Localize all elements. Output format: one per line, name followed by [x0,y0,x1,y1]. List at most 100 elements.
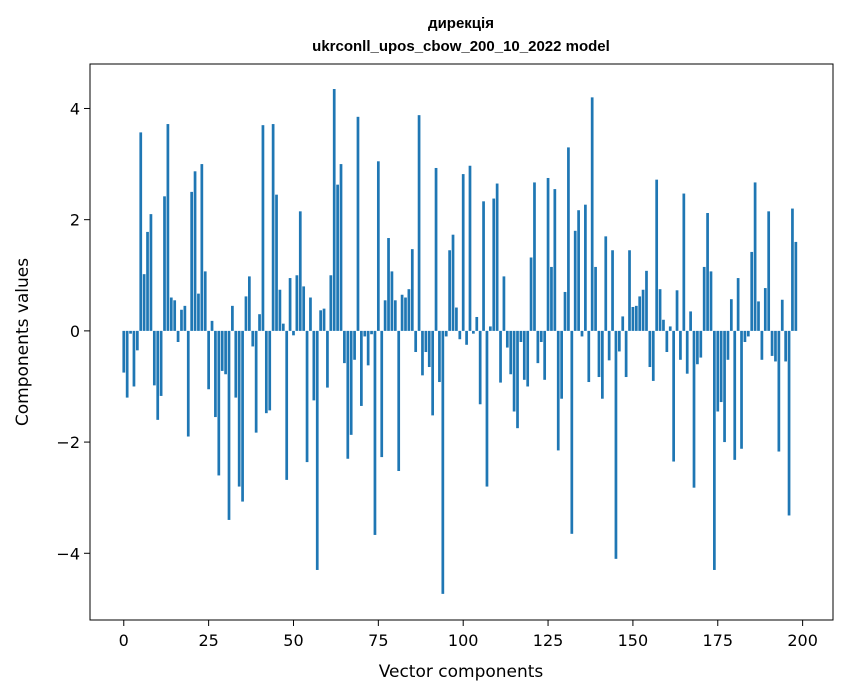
bar [628,250,631,331]
chart-title-line2: ukrconll_upos_cbow_200_10_2022 model [312,38,610,55]
bar [278,289,282,331]
bar [343,330,346,364]
bar [573,230,577,331]
bar [407,289,411,331]
x-tick-label: 175 [702,631,733,650]
bar [197,293,200,331]
bar [601,330,604,399]
bar [706,213,709,331]
bar [203,271,207,331]
x-tick-label: 75 [368,631,388,650]
bar [190,191,194,331]
bar [475,316,479,331]
bar [570,330,574,534]
bar [264,330,268,414]
plot-frame [89,63,834,621]
bar [376,161,380,331]
bar [604,236,608,331]
bar [224,330,227,375]
bar [672,330,675,462]
bar [448,250,451,331]
bar [505,330,509,348]
bar [366,330,370,366]
y-tick-label: −4 [56,544,80,563]
bar [743,330,747,342]
bar [451,234,455,331]
bar [597,330,601,378]
bar [746,330,750,337]
bar [444,330,448,337]
bar [733,330,737,460]
bar [227,330,231,520]
bar [346,330,350,459]
chart-title-line1: дирекція [428,15,494,32]
bar [529,257,533,331]
bar [726,330,730,360]
bar [567,147,570,331]
bar [139,132,143,331]
y-tick-label: 4 [70,99,80,118]
bar [587,330,591,383]
bar [780,299,784,331]
bar [292,330,295,336]
bar [231,305,234,331]
bar [295,275,299,331]
bar [482,201,485,331]
bar [696,330,699,365]
bar [662,319,665,331]
bar [614,330,618,559]
bar [424,330,428,353]
bar [159,330,163,396]
bar [186,330,190,437]
bar [784,330,788,362]
bar [142,274,146,331]
bar [536,330,540,364]
bar [774,330,777,362]
bar [244,296,248,331]
bar [617,330,621,352]
bar [560,330,563,399]
bar [146,231,149,331]
bar [363,330,367,337]
bar [332,89,336,331]
bar [539,330,543,342]
bar [434,167,438,331]
x-tick-label: 125 [533,631,564,650]
bar [339,164,343,331]
bar [237,330,241,487]
bar [163,196,166,331]
bar [271,124,275,331]
y-axis-label: Components values [13,258,33,426]
bar [234,330,238,398]
bar [543,330,547,380]
bar [180,309,183,331]
bar [631,306,635,331]
bar [611,250,614,331]
bar [675,290,679,331]
bars-group [122,89,798,594]
bar [509,330,513,375]
bar [166,124,170,331]
bar [770,330,774,356]
bar [380,330,384,458]
bar [465,330,468,345]
bar [417,115,421,331]
bar [499,330,502,383]
x-tick-label: 25 [198,631,218,650]
bar [638,296,642,331]
bar [393,300,397,331]
bar [668,326,672,331]
bar [455,307,458,331]
bar [156,330,160,420]
bar [488,326,492,331]
bar [685,330,689,374]
bar [431,330,435,416]
bar [729,299,733,331]
bar [207,330,210,390]
bar [791,208,794,331]
bar [427,330,431,368]
bar [468,165,472,331]
bar [169,297,173,331]
bar [645,270,648,331]
bar [421,330,424,376]
